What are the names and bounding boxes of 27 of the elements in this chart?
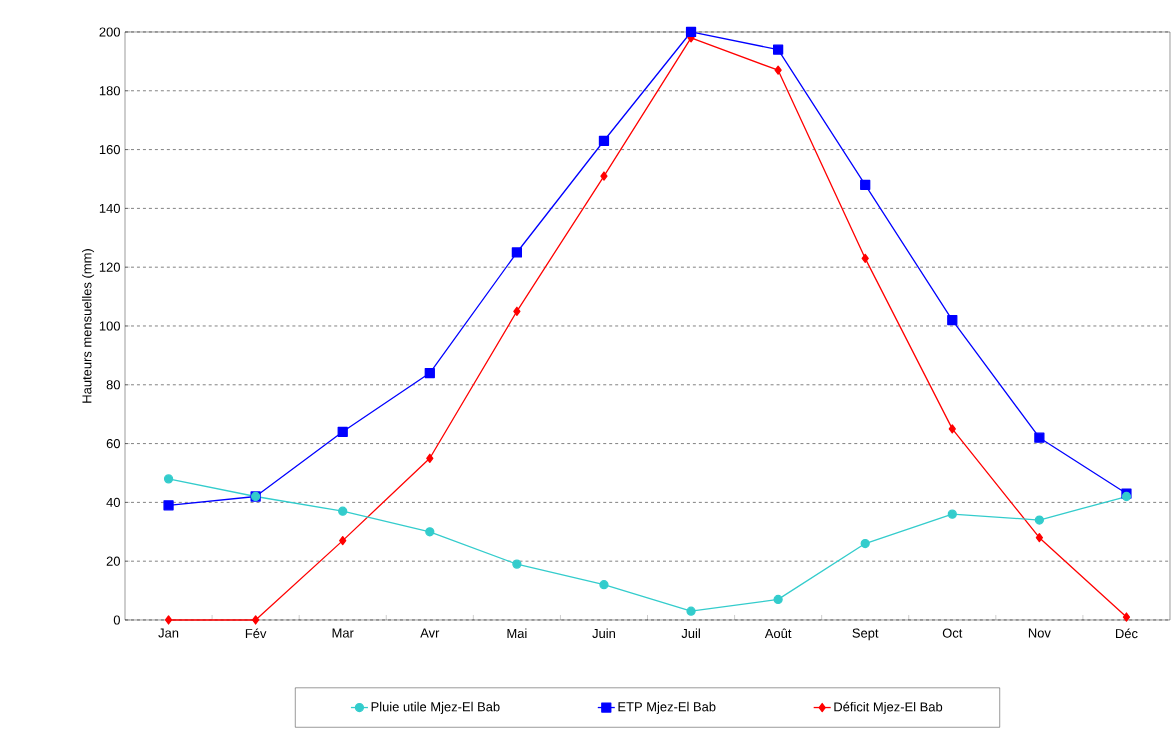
y-tick-label: 80 (106, 380, 120, 390)
y-tick-label: 100 (99, 321, 120, 331)
x-tick-label: Sept (852, 628, 879, 641)
y-tick-label: 160 (99, 144, 120, 155)
y-axis-title: Hauteurs mensuelles (mm) (81, 249, 95, 403)
y-tick-label: 0 (113, 615, 120, 625)
y-tick-label: 120 (99, 262, 120, 272)
x-tick-label: Déc (1116, 628, 1138, 639)
legend-label: ETP Mjez-El Bab (618, 701, 716, 714)
x-tick-label: Juil (681, 628, 700, 639)
x-tick-label: Août (764, 628, 792, 639)
x-tick-label: Mai (507, 628, 527, 639)
x-tick-label: Oct (942, 628, 963, 638)
x-tick-label: Avr (420, 628, 440, 638)
y-tick-label: 200 (99, 27, 120, 37)
y-tick-label: 60 (106, 439, 120, 449)
y-tick-label: 40 (106, 497, 120, 507)
y-tick-label: 140 (99, 203, 120, 213)
x-tick-label: Jan (158, 628, 179, 638)
legend-label: Pluie utile Mjez-El Bab (371, 701, 500, 714)
x-tick-label: Fév (245, 628, 267, 639)
x-tick-label: Juin (592, 628, 615, 639)
y-tick-label: 180 (99, 86, 120, 96)
x-tick-label: Nov (1028, 628, 1051, 638)
x-tick-label: Mar (332, 628, 354, 638)
legend-label: Déficit Mjez-El Bab (834, 701, 943, 715)
y-tick-label: 20 (106, 556, 120, 566)
